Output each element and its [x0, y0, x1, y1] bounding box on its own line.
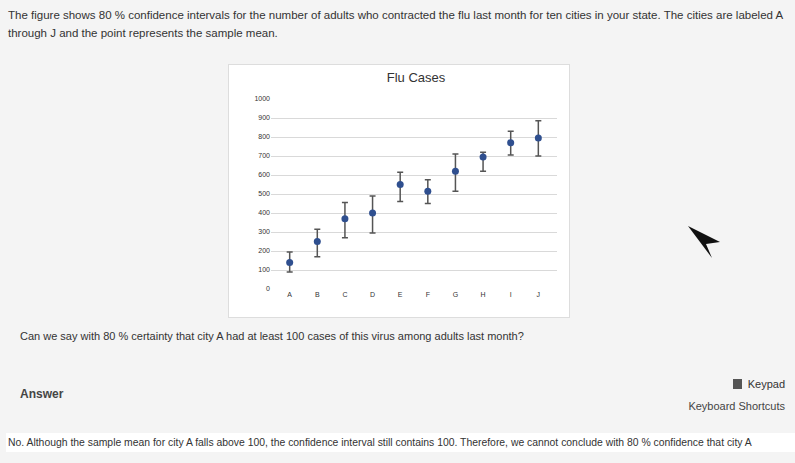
html-text:Answer: Answer — [20, 387, 64, 401]
svg-text:700: 700 — [258, 152, 270, 159]
svg-text:200: 200 — [258, 247, 270, 254]
svg-text:900: 900 — [258, 114, 270, 121]
svg-text:J: J — [537, 291, 541, 298]
html-text:The figure shows 80 % confiden: The figure shows 80 % confidence interva… — [8, 9, 783, 39]
svg-text:1000: 1000 — [254, 95, 270, 102]
html-text:Keyboard Shortcuts: Keyboard Shortcuts — [688, 400, 785, 412]
svg-text:I: I — [510, 291, 512, 298]
html-text:No. Although the sample mean f: No. Although the sample mean for city A … — [8, 437, 752, 448]
svg-text:800: 800 — [258, 133, 270, 140]
svg-text:G: G — [453, 291, 458, 298]
svg-text:B: B — [315, 291, 320, 298]
svg-text:Flu Cases: Flu Cases — [387, 70, 446, 85]
html-text:Keypad: Keypad — [747, 378, 785, 390]
svg-text:A: A — [287, 291, 292, 298]
svg-text:600: 600 — [258, 171, 270, 178]
svg-text:H: H — [481, 291, 486, 298]
svg-text:D: D — [370, 291, 375, 298]
svg-text:0: 0 — [266, 285, 270, 292]
svg-text:500: 500 — [258, 190, 270, 197]
svg-text:F: F — [426, 291, 430, 298]
svg-text:300: 300 — [258, 228, 270, 235]
svg-text:C: C — [342, 291, 347, 298]
svg-text:100: 100 — [258, 266, 270, 273]
html-text:Can we say with 80 % certainty: Can we say with 80 % certainty that city… — [20, 330, 524, 342]
svg-text:400: 400 — [258, 209, 270, 216]
svg-text:E: E — [398, 291, 403, 298]
